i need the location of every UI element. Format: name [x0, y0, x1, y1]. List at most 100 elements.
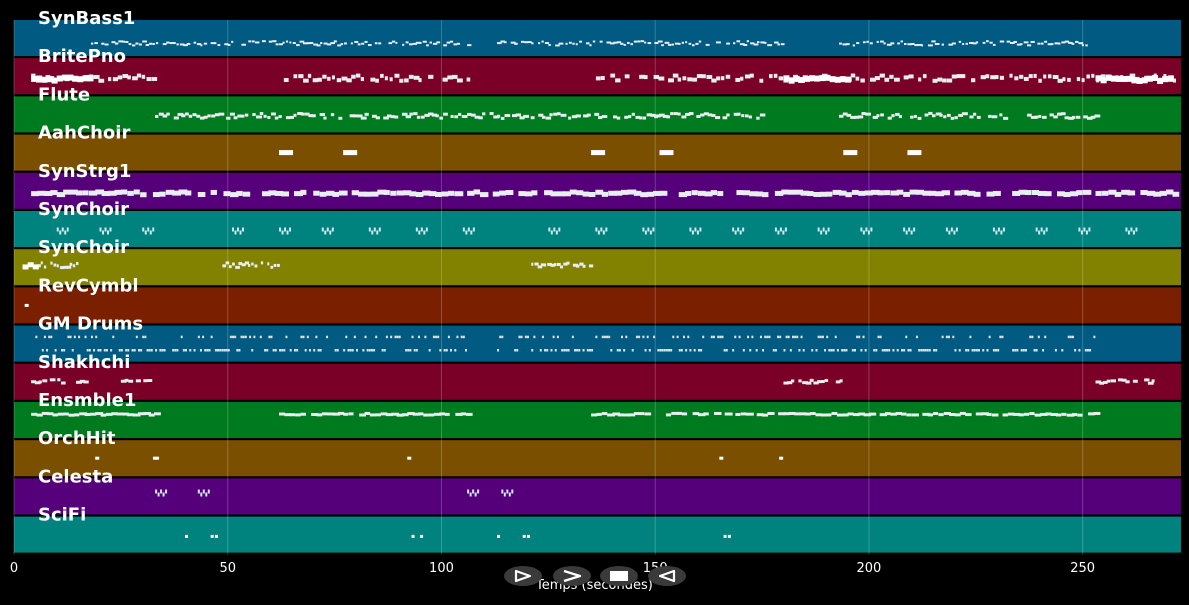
note — [415, 349, 418, 352]
note — [1045, 227, 1048, 232]
note — [526, 335, 529, 339]
note — [556, 335, 559, 339]
note — [145, 43, 150, 46]
note — [578, 349, 581, 352]
note — [1130, 227, 1133, 232]
note — [141, 74, 146, 79]
note — [210, 189, 217, 195]
note — [395, 41, 398, 44]
note — [437, 335, 440, 339]
note — [312, 114, 316, 118]
track-lane — [14, 363, 1181, 400]
note — [71, 349, 74, 352]
note — [66, 265, 72, 269]
note — [199, 349, 202, 352]
note — [842, 413, 849, 417]
note — [1023, 76, 1029, 81]
note — [576, 264, 580, 268]
note — [1044, 40, 1048, 43]
stop-button[interactable] — [600, 566, 638, 586]
rewind-button[interactable] — [648, 566, 686, 586]
note — [556, 112, 561, 116]
note — [364, 411, 371, 415]
note — [431, 113, 438, 117]
note — [337, 44, 342, 47]
note — [696, 74, 703, 79]
note — [384, 76, 388, 81]
note — [1095, 380, 1102, 384]
note — [56, 264, 59, 268]
note — [946, 78, 953, 83]
note — [124, 378, 129, 382]
note — [101, 191, 111, 197]
note — [958, 113, 963, 117]
note — [108, 77, 112, 82]
note — [155, 42, 159, 45]
note — [398, 335, 401, 339]
note — [924, 349, 927, 352]
note — [958, 40, 962, 43]
note — [834, 335, 837, 339]
note — [820, 230, 823, 235]
note — [232, 335, 235, 339]
note — [540, 263, 546, 267]
note — [841, 349, 844, 352]
note — [396, 413, 404, 417]
note — [1031, 190, 1040, 196]
note — [740, 412, 747, 416]
note — [768, 335, 771, 339]
note — [628, 413, 636, 417]
note — [1057, 112, 1063, 116]
note — [1125, 227, 1128, 232]
note — [120, 379, 127, 383]
note — [627, 189, 637, 195]
note — [1062, 77, 1066, 82]
note — [1061, 349, 1064, 352]
note — [416, 115, 421, 119]
note — [500, 40, 506, 43]
note — [289, 41, 292, 44]
note — [453, 43, 458, 46]
note — [565, 349, 568, 352]
note — [954, 190, 963, 196]
note — [118, 40, 124, 43]
note — [253, 335, 256, 339]
note — [289, 413, 296, 417]
note — [497, 534, 501, 538]
note — [63, 265, 69, 269]
note — [742, 227, 745, 232]
note — [981, 412, 989, 416]
note — [747, 335, 750, 339]
note — [533, 335, 536, 339]
note — [1088, 227, 1091, 232]
note — [653, 190, 662, 196]
note — [962, 43, 965, 46]
note — [1068, 41, 1073, 44]
forward-button[interactable] — [553, 566, 591, 586]
note — [110, 349, 113, 352]
note — [41, 76, 48, 83]
note — [184, 349, 187, 352]
note — [364, 335, 367, 339]
note — [326, 227, 329, 232]
note — [1040, 227, 1043, 232]
note — [927, 44, 933, 47]
note — [251, 262, 254, 266]
note — [307, 73, 312, 78]
play-button[interactable] — [504, 566, 542, 586]
note — [600, 76, 605, 81]
note — [413, 112, 418, 116]
note — [56, 192, 66, 198]
note — [769, 74, 773, 79]
note — [120, 349, 123, 352]
note — [1094, 114, 1101, 118]
note — [820, 413, 828, 417]
note — [38, 380, 42, 384]
note — [423, 413, 429, 417]
note — [655, 114, 661, 118]
note — [1044, 191, 1052, 197]
note — [127, 413, 135, 417]
note — [541, 115, 546, 119]
note — [560, 113, 567, 117]
note — [554, 349, 557, 352]
